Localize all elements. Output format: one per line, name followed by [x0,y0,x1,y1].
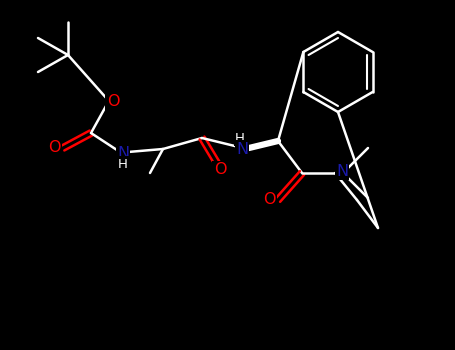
Text: H: H [235,132,245,145]
Text: O: O [263,191,275,206]
Text: O: O [214,162,226,177]
Text: N: N [117,146,129,161]
Text: N: N [336,163,348,178]
Text: O: O [48,140,60,155]
Text: N: N [236,141,248,156]
Text: O: O [107,94,119,110]
Text: H: H [118,158,128,170]
